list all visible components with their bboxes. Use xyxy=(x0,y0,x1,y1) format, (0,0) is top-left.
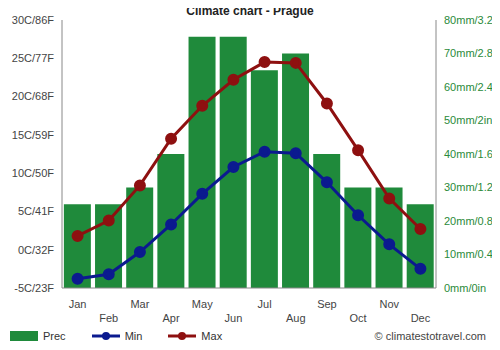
svg-text:10C/50F: 10C/50F xyxy=(12,167,54,179)
svg-text:0C/32F: 0C/32F xyxy=(18,244,54,256)
svg-text:60mm/2.4in: 60mm/2.4in xyxy=(444,81,492,93)
svg-text:Nov: Nov xyxy=(379,298,399,310)
html-text:Max: Max xyxy=(201,330,223,342)
svg-text:Apr: Apr xyxy=(163,312,180,324)
svg-text:30C/86F: 30C/86F xyxy=(12,14,54,26)
svg-text:30mm/1.2in: 30mm/1.2in xyxy=(444,181,492,193)
html-text:Prec: Prec xyxy=(43,330,66,342)
svg-text:80mm/3.2in: 80mm/3.2in xyxy=(444,14,492,26)
svg-text:10mm/0.4in: 10mm/0.4in xyxy=(444,248,492,260)
svg-text:0mm/0in: 0mm/0in xyxy=(444,282,486,294)
svg-text:Oct: Oct xyxy=(350,312,367,324)
svg-text:70mm/2.8in: 70mm/2.8in xyxy=(444,47,492,59)
svg-text:15C/59F: 15C/59F xyxy=(12,129,54,141)
html-text:© climatestotravel.com: © climatestotravel.com xyxy=(374,330,486,342)
svg-text:May: May xyxy=(192,298,213,310)
svg-text:Sep: Sep xyxy=(317,298,337,310)
svg-text:20mm/0.8in: 20mm/0.8in xyxy=(444,215,492,227)
svg-text:50mm/2in: 50mm/2in xyxy=(444,114,492,126)
html-text:Climate chart - Prague: Climate chart - Prague xyxy=(186,4,314,18)
svg-text:40mm/1.6in: 40mm/1.6in xyxy=(444,148,492,160)
svg-text:Mar: Mar xyxy=(130,298,149,310)
svg-text:Aug: Aug xyxy=(286,312,306,324)
svg-text:Jul: Jul xyxy=(258,298,272,310)
svg-text:25C/77F: 25C/77F xyxy=(12,52,54,64)
html-text:Min: Min xyxy=(124,330,143,342)
svg-text:5C/41F: 5C/41F xyxy=(18,205,54,217)
svg-text:Feb: Feb xyxy=(99,312,118,324)
svg-text:Dec: Dec xyxy=(411,312,431,324)
svg-text:20C/68F: 20C/68F xyxy=(12,90,54,102)
svg-text:Jan: Jan xyxy=(69,298,87,310)
svg-text:Jun: Jun xyxy=(225,312,243,324)
svg-text:-5C/23F: -5C/23F xyxy=(14,282,54,294)
